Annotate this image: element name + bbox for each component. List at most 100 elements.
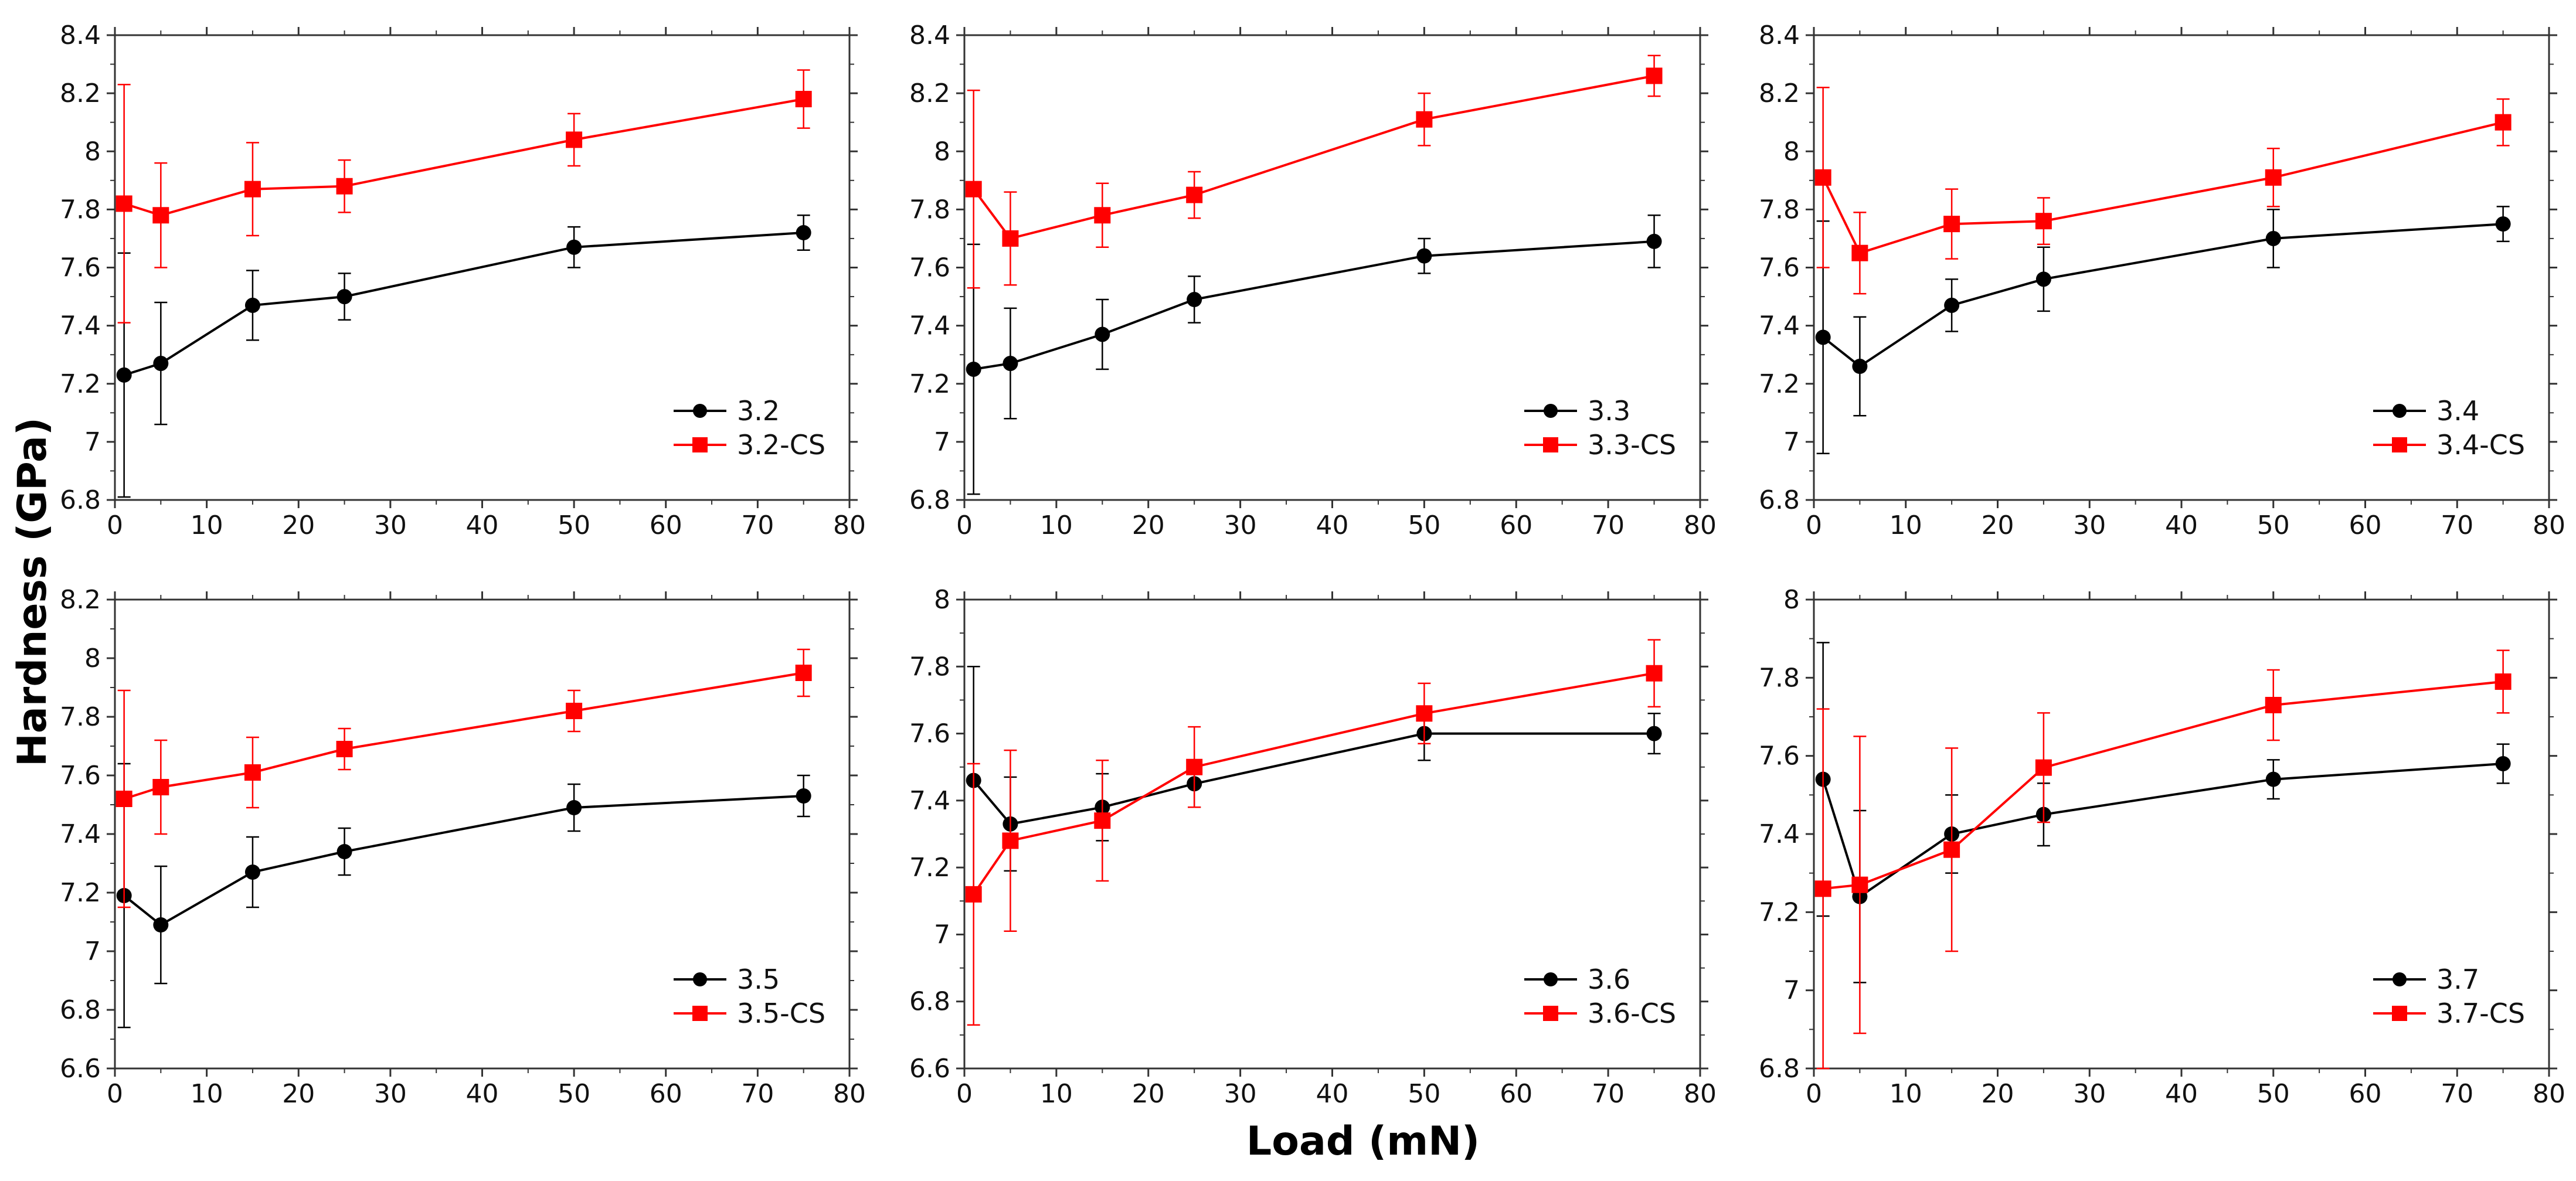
y-tick-label: 7 — [1783, 976, 1800, 1006]
panel-3.6: 0 10 20 30 40 50 60 70 80 6.6 6.8 7 7.2 7.4 7.6 7.8 8 3.6… — [909, 585, 1717, 1109]
legend-item: 3.7-CS — [2373, 998, 2525, 1029]
y-tick-label: 6.8 — [60, 995, 101, 1025]
y-tick-label: 6.8 — [60, 485, 101, 515]
x-tick-label: 60 — [1500, 510, 1532, 540]
series-3.4-CS — [1814, 86, 2512, 295]
x-tick-label: 50 — [558, 510, 590, 540]
y-tick-label: 7.6 — [60, 253, 101, 283]
y-tick-label: 8.4 — [60, 21, 101, 50]
x-tick-label: 60 — [1500, 1079, 1532, 1109]
data-point — [336, 741, 353, 757]
data-point — [1416, 705, 1433, 722]
data-point — [965, 886, 982, 903]
x-tick-label: 80 — [833, 510, 866, 540]
y-tick-label: 8 — [1783, 137, 1800, 166]
data-point — [244, 181, 261, 198]
y-tick-label: 8.4 — [909, 21, 950, 50]
legend-label: 3.2 — [737, 395, 780, 427]
data-point — [1186, 186, 1203, 203]
data-point — [1416, 248, 1432, 264]
y-tick-label: 8 — [1783, 585, 1800, 615]
x-tick-label: 20 — [1132, 510, 1165, 540]
data-point — [1094, 812, 1111, 829]
y-tick-label: 7.2 — [1759, 897, 1800, 927]
y-tick-label: 7.8 — [909, 195, 950, 224]
data-point — [965, 181, 982, 198]
data-point — [2035, 271, 2051, 287]
x-tick-label: 30 — [374, 510, 407, 540]
legend-label: 3.7 — [2436, 964, 2479, 995]
panels: 0 10 20 30 40 50 60 70 806.877.27.47.67.888.28.4… — [60, 21, 2565, 1109]
x-tick-label: 30 — [1224, 510, 1257, 540]
x-tick-label: 10 — [191, 1079, 223, 1109]
data-point — [1851, 876, 1868, 893]
x-tick-label: 80 — [2533, 1079, 2565, 1109]
data-point — [1814, 169, 1831, 186]
y-tick-label: 8 — [934, 137, 950, 166]
legend-marker — [2392, 1006, 2407, 1021]
x-axis-title: Load (mN) — [1246, 1118, 1480, 1165]
series-line — [1821, 763, 2503, 898]
x-tick-label: 40 — [466, 510, 499, 540]
y-tick-label: 7.8 — [60, 195, 101, 224]
data-point — [337, 844, 352, 859]
series-3.5-CS — [115, 648, 812, 908]
panel-3.7: 0 10 20 30 40 50 60 70 80 6.8 7 7.2 7.4 7.6 7.8 8 3.73.7… — [1759, 585, 2565, 1109]
x-tick-label: 60 — [650, 1079, 682, 1109]
x-tick-label: 60 — [650, 510, 682, 540]
legend-label: 3.3 — [1588, 395, 1630, 427]
x-tick-label: 60 — [2349, 1079, 2382, 1109]
data-point — [2495, 673, 2512, 690]
data-point — [153, 917, 169, 932]
y-tick-label: 7 — [934, 427, 950, 457]
data-point — [1851, 244, 1868, 261]
y-tick-label: 7.6 — [60, 761, 101, 791]
data-point — [2265, 771, 2281, 787]
data-point — [244, 764, 261, 781]
legend-marker — [1543, 437, 1558, 452]
x-tick-label: 50 — [2257, 510, 2290, 540]
data-point — [1943, 841, 1960, 858]
series-line — [123, 795, 804, 927]
x-tick-label: 50 — [2257, 1079, 2290, 1109]
y-tick-label: 7.2 — [909, 853, 950, 883]
legend-item: 3.3 — [1524, 395, 1630, 427]
data-point — [2035, 759, 2052, 776]
y-tick-label: 7.2 — [60, 369, 101, 399]
y-tick-label: 7 — [934, 920, 950, 949]
y-tick-label: 6.8 — [909, 987, 950, 1017]
x-tick-label: 30 — [374, 1079, 407, 1109]
legend-item: 3.3-CS — [1524, 429, 1676, 461]
y-tick-label: 7.2 — [909, 369, 950, 399]
data-point — [1943, 216, 1960, 233]
x-tick-label: 80 — [1684, 510, 1717, 540]
data-point — [566, 703, 583, 719]
x-tick-label: 50 — [1408, 510, 1440, 540]
x-tick-label: 30 — [2073, 1079, 2106, 1109]
y-tick-label: 7.4 — [1759, 311, 1800, 341]
series-line — [124, 672, 804, 800]
data-point — [966, 361, 981, 377]
y-tick-label: 6.8 — [909, 485, 950, 515]
panel-3.3: 0 10 20 30 40 50 60 70 80 6.8 7 7.2 7.4 7.6 7.8 8 8.2 8.4… — [909, 21, 1717, 540]
y-tick-label: 7.4 — [60, 311, 101, 341]
x-tick-label: 50 — [558, 1079, 590, 1109]
data-point — [566, 800, 582, 815]
legend-item: 3.5 — [674, 964, 780, 995]
x-tick-label: 0 — [107, 510, 123, 540]
series-line — [973, 240, 1654, 370]
y-tick-label: 7.2 — [60, 878, 101, 908]
series-line — [973, 732, 1654, 826]
series-line — [973, 672, 1654, 896]
y-tick-label: 7.4 — [909, 311, 950, 341]
legend-label: 3.5-CS — [737, 998, 825, 1029]
legend-marker — [2393, 404, 2407, 418]
y-tick-label: 7.6 — [909, 253, 950, 283]
x-tick-label: 20 — [1132, 1079, 1165, 1109]
x-tick-label: 40 — [2165, 510, 2198, 540]
x-tick-label: 10 — [1889, 510, 1922, 540]
legend-item: 3.7 — [2373, 964, 2479, 995]
data-point — [566, 131, 583, 148]
y-tick-label: 8 — [934, 585, 950, 615]
legend-label: 3.4 — [2436, 395, 2479, 427]
